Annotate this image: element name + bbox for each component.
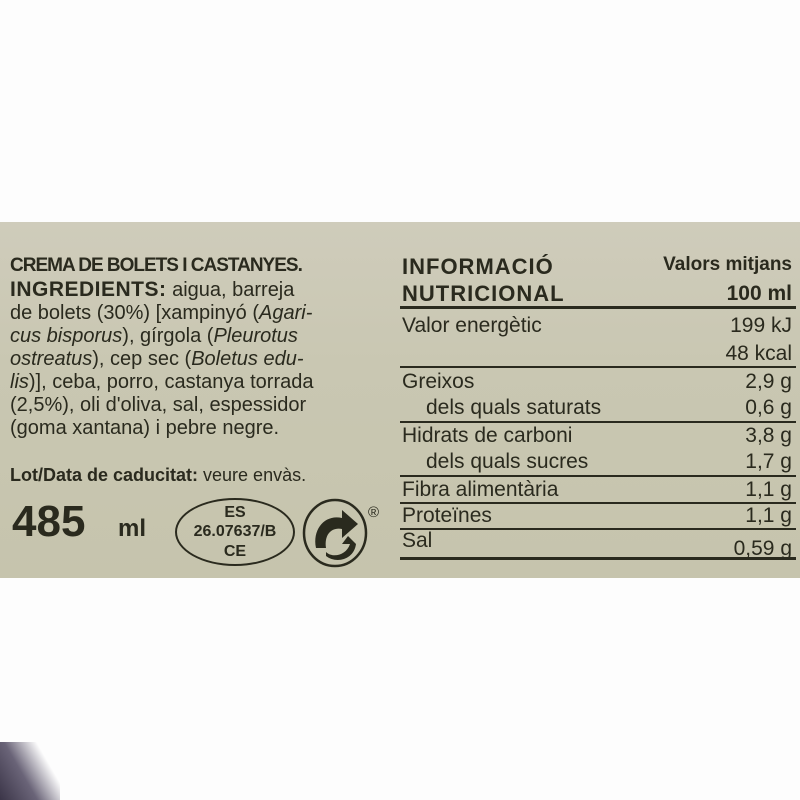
divider — [400, 366, 796, 368]
ingredients-label: INGREDIENTS: — [10, 278, 167, 301]
nutrition-value-carbs: 3,8 g — [745, 424, 792, 447]
nutrition-value-saturates: 0,6 g — [745, 396, 792, 419]
divider — [400, 475, 796, 477]
health-mark-country: ES — [224, 504, 246, 521]
divider — [400, 557, 796, 560]
divider — [400, 528, 796, 530]
recycling-green-dot-icon — [302, 498, 368, 568]
ingredients-line-4: ostreatus), cep sec (Boletus edu- — [10, 348, 304, 370]
nutrition-header-2: 100 ml — [726, 282, 792, 305]
volume-number: 485 — [12, 497, 86, 546]
health-mark-ce: CE — [223, 543, 247, 560]
lot-line: Lot/Data de caducitat: veure envàs. — [10, 466, 306, 484]
nutrition-label-fibre: Fibra alimentària — [402, 478, 559, 501]
nutrition-title-1: INFORMACIÓ — [402, 254, 554, 279]
divider — [400, 502, 796, 504]
nutrition-value-salt: 0,59 g — [733, 537, 792, 560]
nutrition-label-carbs: Hidrats de carboni — [402, 424, 573, 447]
volume-unit: ml — [118, 515, 147, 542]
nutrition-label-energy: Valor energètic — [402, 314, 542, 337]
background-shadow — [0, 742, 60, 800]
ingredients-line-2: de bolets (30%) [xampinyó (Agari- — [10, 302, 313, 324]
nutrition-label-fat: Greixos — [402, 370, 475, 393]
health-mark-number: 26.07637/B — [193, 523, 277, 540]
nutrition-label-sugars: dels quals sucres — [426, 450, 589, 473]
ingredients-line-5: lis)], ceba, porro, castanya torrada — [10, 371, 314, 393]
health-mark-oval: ES 26.07637/B CE — [175, 498, 295, 566]
lot-label: Lot/Data de caducitat: — [10, 465, 199, 485]
divider — [400, 306, 796, 309]
nutrition-value-fibre: 1,1 g — [745, 478, 792, 501]
ingredients-line-1: INGREDIENTS: aigua, barreja — [10, 279, 294, 300]
nutrition-label-saturates: dels quals saturats — [426, 396, 602, 419]
product-title: CREMA DE BOLETS I CASTANYES. — [10, 255, 303, 276]
nutrition-value-sugars: 1,7 g — [745, 450, 792, 473]
registered-mark: ® — [368, 504, 380, 521]
ingredients-line-6: (2,5%), oli d'oliva, sal, espessidor — [10, 394, 307, 416]
ingredients-line-7: (goma xantana) i pebre negre. — [10, 417, 280, 439]
product-label — [0, 222, 800, 800]
nutrition-value-protein: 1,1 g — [745, 504, 792, 527]
ingredients-line-3: cus bisporus), gírgola (Pleurotus — [10, 325, 298, 347]
nutrition-title-2: NUTRICIONAL — [402, 281, 565, 306]
nutrition-label-salt: Sal — [402, 529, 433, 552]
ingredients-text: aigua, barreja — [166, 279, 295, 301]
nutrition-value-fat: 2,9 g — [745, 370, 792, 393]
nutrition-header-1: Valors mitjans — [663, 254, 792, 275]
nutrition-value-energy-kcal: 48 kcal — [725, 342, 792, 365]
nutrition-value-energy-kj: 199 kJ — [730, 314, 792, 337]
nutrition-label-protein: Proteïnes — [402, 504, 492, 527]
lot-value: veure envàs. — [198, 465, 307, 485]
divider — [400, 421, 796, 423]
